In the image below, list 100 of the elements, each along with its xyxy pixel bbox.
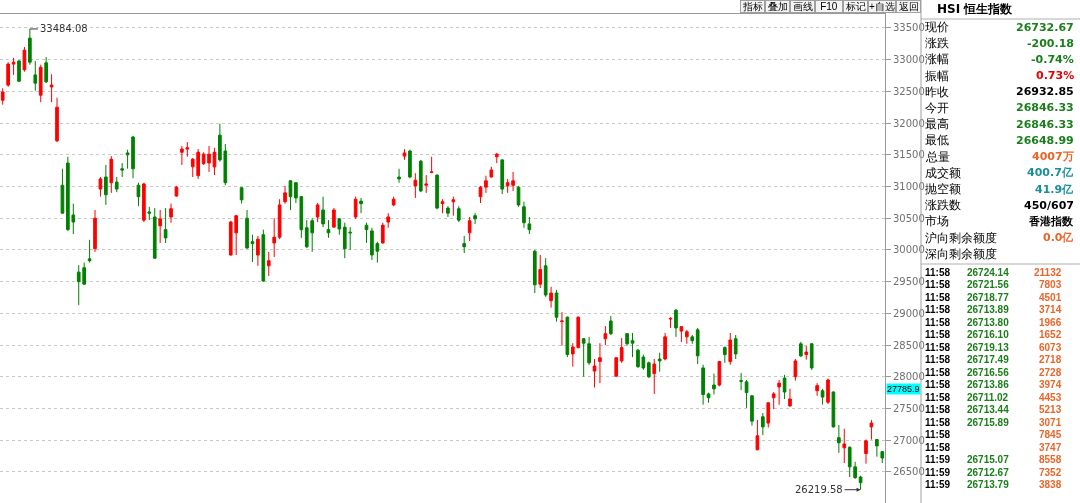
data-label: 1652 [1039, 329, 1062, 340]
text: HSI 恒生指数 [937, 2, 1014, 16]
candlestick [733, 334, 738, 360]
category-label: 抛空额 [925, 182, 961, 196]
category-label: 11:58 [925, 417, 951, 428]
category-label: 市场 [925, 214, 949, 228]
candlestick [592, 358, 597, 389]
candlestick [136, 182, 141, 207]
y-tick-label: 27000 [893, 434, 925, 446]
candlestick [364, 222, 369, 244]
candlestick [701, 364, 705, 406]
candlestick [326, 219, 331, 239]
candlestick [663, 332, 667, 361]
data-label: 26716.56 [967, 367, 1010, 378]
candlestick [717, 360, 722, 387]
candlestick [60, 168, 65, 215]
candlestick [875, 438, 879, 458]
candlestick [147, 206, 152, 221]
text: 26932.85 [1016, 85, 1074, 98]
data-label: 6073 [1039, 342, 1062, 353]
candlestick [87, 239, 92, 264]
candlestick [391, 196, 396, 207]
candlestick [386, 212, 391, 229]
category-label: 11:58 [925, 279, 951, 290]
candlestick [554, 289, 559, 323]
candlestick [815, 382, 819, 397]
candlestick [413, 172, 418, 199]
y-tick-label: 26500 [893, 466, 925, 478]
candlestick [543, 257, 548, 298]
text: 26846.33 [1016, 101, 1074, 114]
category-label: 11:58 [925, 404, 951, 415]
candlestick [739, 372, 743, 391]
candlestick [332, 207, 336, 229]
data-label: 26721.56 [967, 279, 1010, 290]
candlestick [55, 97, 59, 143]
data-label: 26711.02 [967, 392, 1009, 403]
text: 画线 [792, 1, 813, 12]
annotation: 33484.08 [40, 23, 88, 34]
candlestick [277, 198, 282, 240]
category-label: 11:58 [925, 304, 951, 315]
y-tick-label: 27500 [893, 403, 925, 414]
category-label: 11:58 [925, 367, 951, 378]
data-label: 3747 [1039, 442, 1062, 453]
data-label: 8558 [1039, 454, 1062, 465]
candlestick [163, 207, 168, 244]
candlestick [695, 327, 700, 365]
data-label: 26712.67 [967, 467, 1010, 478]
candlestick [174, 185, 179, 198]
y-tick-label: 31000 [893, 181, 925, 193]
candlestick [11, 57, 16, 76]
candlestick [538, 254, 543, 289]
candlestick [418, 159, 423, 193]
candlestick [527, 216, 532, 235]
candlestick [114, 176, 119, 193]
category-label: 11:58 [925, 317, 951, 328]
candlestick [869, 419, 874, 441]
candlestick [820, 388, 825, 406]
text: 0.0亿 [1043, 231, 1074, 244]
candlestick [864, 439, 868, 465]
candlestick [608, 315, 613, 336]
category-label: 深向剩余额度 [925, 247, 997, 261]
text: 香港指数 [1029, 215, 1073, 228]
candlestick [646, 361, 651, 379]
candlestick [880, 450, 885, 464]
candlestick [712, 373, 716, 396]
category-label: 今开 [925, 101, 949, 115]
y-tick-label: 30500 [893, 212, 925, 224]
candlestick [652, 358, 657, 395]
category-label: 11:58 [925, 267, 951, 278]
candlestick [451, 196, 456, 217]
data-label: 3838 [1039, 479, 1062, 490]
candlestick [17, 59, 21, 83]
candlestick [684, 329, 689, 345]
data-label: 26713.79 [967, 479, 1010, 490]
candlestick [22, 46, 27, 73]
candlestick [489, 166, 494, 179]
candlestick [809, 342, 814, 371]
candlestick [169, 203, 173, 224]
candlestick [706, 392, 711, 404]
candlestick [283, 185, 287, 205]
candlestick [625, 332, 629, 347]
candlestick [104, 164, 108, 206]
data-label: 26713.89 [967, 304, 1010, 315]
candlestick [793, 358, 798, 382]
candlestick [679, 325, 684, 343]
candlestick [755, 419, 760, 451]
candlestick [603, 325, 608, 346]
text: 返回 [898, 1, 919, 12]
data-label: 3714 [1039, 304, 1062, 315]
candlestick [766, 401, 771, 429]
category-label: 11:58 [925, 379, 951, 390]
category-label: 昨收 [925, 85, 949, 99]
y-tick-label: 29500 [893, 276, 925, 288]
data-label: 26713.80 [967, 317, 1010, 328]
y-tick-label: 31500 [893, 149, 925, 161]
category-label: 11:59 [925, 479, 951, 490]
candlestick [402, 148, 407, 161]
text: -200.18 [1027, 37, 1075, 50]
candlestick [337, 217, 342, 236]
data-label: 21132 [1034, 267, 1062, 278]
